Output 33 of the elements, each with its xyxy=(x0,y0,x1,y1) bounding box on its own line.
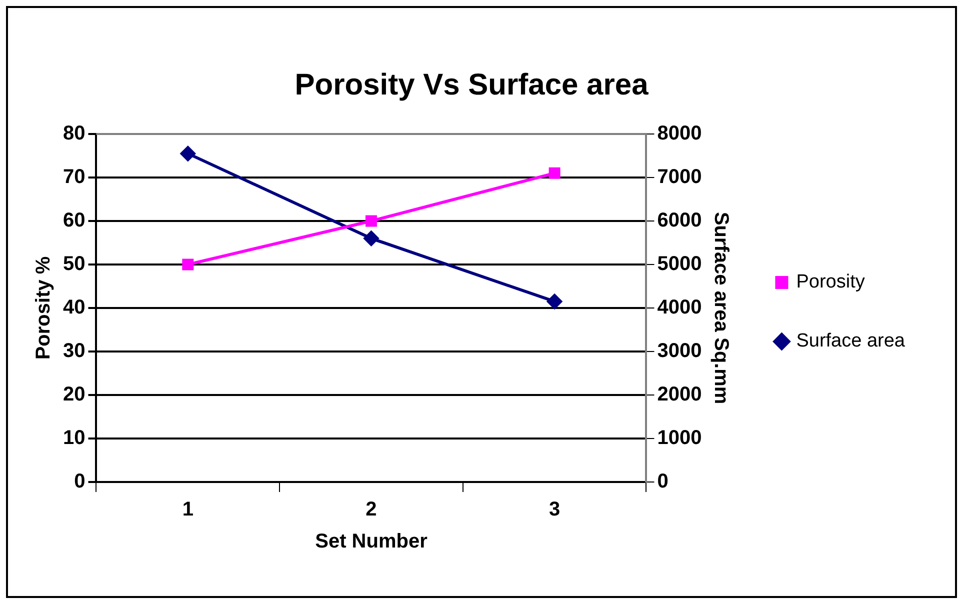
x-axis-title: Set Number xyxy=(315,530,428,553)
y2-tick-label: 8000 xyxy=(657,122,702,145)
y-tick-label: 60 xyxy=(62,210,86,232)
point xyxy=(364,230,379,246)
legend-label: Surface area xyxy=(796,330,906,352)
y-tick-label: 50 xyxy=(62,253,86,276)
y2-tick-label: 5000 xyxy=(657,253,702,276)
point xyxy=(548,167,560,179)
point xyxy=(182,258,194,270)
y-tick-label: 20 xyxy=(62,384,86,406)
y-tick-label: 10 xyxy=(62,427,86,450)
y-tick-label: 70 xyxy=(62,166,86,188)
y2-tick-label: 7000 xyxy=(657,166,702,188)
y2-axis-title: Surface area Sq.mm xyxy=(710,212,732,404)
legend-label: Porosity xyxy=(796,272,866,293)
x-tick-label: 3 xyxy=(548,498,560,521)
y-tick-label: 40 xyxy=(62,296,86,319)
y2-tick-label: 3000 xyxy=(657,340,702,362)
y2-tick-label: 1000 xyxy=(657,427,702,450)
x-tick-label: 1 xyxy=(182,498,194,521)
x-tick-label: 2 xyxy=(366,498,377,521)
y2-tick-label: 0 xyxy=(657,470,668,493)
y2-tick-label: 6000 xyxy=(657,210,702,232)
y-tick-label: 30 xyxy=(62,340,86,362)
y2-tick-label: 4000 xyxy=(657,296,702,319)
y-tick-label: 0 xyxy=(74,470,86,493)
y2-tick-label: 2000 xyxy=(657,384,702,406)
y-tick-label: 80 xyxy=(62,122,86,145)
point xyxy=(365,215,377,227)
y-axis-title: Porosity % xyxy=(32,256,55,360)
chart-title: Porosity Vs Surface area xyxy=(294,68,649,102)
point xyxy=(180,146,196,162)
point xyxy=(547,294,562,309)
